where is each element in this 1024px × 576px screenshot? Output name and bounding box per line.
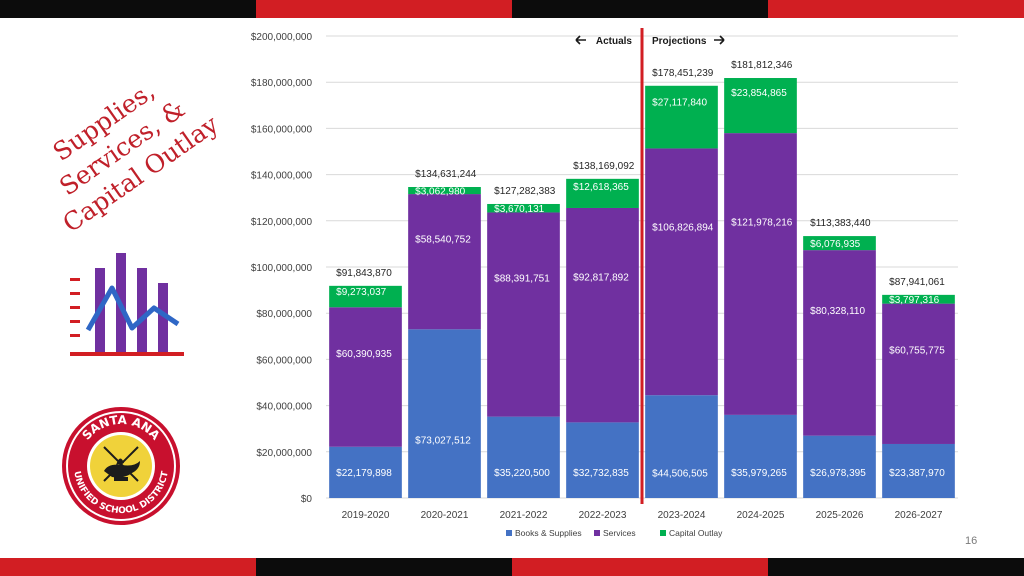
bar-segment (803, 435, 876, 498)
data-label: $32,732,835 (573, 468, 629, 479)
right-arrow-icon (714, 35, 725, 45)
bar-segment (487, 203, 560, 213)
total-label: $178,451,239 (652, 68, 714, 79)
data-label: $23,854,865 (731, 88, 787, 99)
data-label: $3,797,316 (889, 295, 939, 306)
legend-entry: Services (603, 528, 636, 538)
bar-segment (724, 414, 797, 498)
total-label: $138,169,092 (573, 161, 635, 172)
bar-segment (408, 194, 481, 330)
y-tick-label: $100,000,000 (251, 263, 313, 274)
data-label: $80,328,110 (810, 306, 865, 317)
data-label: $3,670,131 (494, 204, 544, 215)
x-tick-label: 2022-2023 (579, 510, 627, 521)
x-tick-label: 2021-2022 (500, 510, 548, 521)
legend-swatch (660, 530, 666, 536)
total-label: $113,383,440 (810, 218, 871, 229)
y-tick-label: $180,000,000 (251, 78, 313, 89)
bar-segment (882, 303, 955, 444)
x-tick-label: 2026-2027 (895, 510, 943, 521)
slide-title: Supplies, Services, & Capital Outlay (7, 47, 238, 249)
y-tick-label: $140,000,000 (251, 171, 313, 182)
total-label: $181,812,346 (731, 60, 793, 71)
legend-swatch (506, 530, 512, 536)
data-label: $60,390,935 (336, 349, 392, 360)
bar-segment (487, 212, 560, 417)
left-arrow-icon (575, 35, 586, 45)
chart-legend: Books & Supplies Services Capital Outlay (506, 528, 723, 538)
legend-entry: Capital Outlay (669, 528, 723, 538)
data-label: $6,076,935 (810, 239, 860, 250)
district-logo: SANTA ANA UNIFIED SCHOOL DISTRICT (62, 407, 180, 525)
data-label: $44,506,505 (652, 469, 708, 480)
data-label: $23,387,970 (889, 468, 945, 479)
bar-segment (329, 307, 402, 447)
data-label: $121,978,216 (731, 218, 793, 229)
data-label: $73,027,512 (415, 436, 471, 447)
y-tick-label: $120,000,000 (251, 217, 313, 228)
data-label: $106,826,894 (652, 222, 714, 233)
data-label: $22,179,898 (336, 468, 392, 479)
y-tick-label: $0 (301, 494, 313, 505)
data-label: $35,220,500 (494, 468, 550, 479)
bar-chart-icon (70, 253, 184, 356)
x-tick-label: 2019-2020 (342, 510, 390, 521)
x-tick-label: 2025-2026 (816, 510, 864, 521)
actuals-label: Actuals (596, 36, 633, 47)
bar-segment (487, 416, 560, 498)
top-color-band (0, 0, 1024, 18)
bottom-color-band (0, 558, 1024, 576)
bar-segment (724, 133, 797, 415)
data-label: $35,979,265 (731, 468, 787, 479)
expenditure-chart: $22,179,898 $60,390,935 $9,273,037 $91,843,… (251, 28, 958, 538)
bar-segment (408, 329, 481, 498)
data-label: $58,540,752 (415, 235, 471, 246)
total-label: $134,631,244 (415, 169, 477, 180)
data-label: $88,391,751 (494, 274, 550, 285)
bar-segment (566, 207, 639, 423)
x-tick-label: 2020-2021 (421, 510, 469, 521)
data-label: $12,618,365 (573, 182, 629, 193)
bar-segment (724, 78, 797, 134)
bar-segment (882, 294, 955, 304)
bar-segment (329, 285, 402, 308)
total-label: $91,843,870 (336, 268, 392, 279)
bar-segment (645, 148, 718, 396)
bar-segment (566, 422, 639, 498)
projections-label: Projections (652, 36, 707, 47)
bar-segment (645, 85, 718, 149)
bar-segment (882, 443, 955, 498)
bar-segment (329, 446, 402, 498)
data-label: $27,117,840 (652, 97, 707, 108)
bar-segment (408, 187, 481, 195)
y-tick-label: $40,000,000 (256, 402, 312, 413)
y-tick-label: $80,000,000 (256, 309, 312, 320)
data-label: $92,817,892 (573, 272, 629, 283)
y-tick-label: $160,000,000 (251, 124, 313, 135)
data-label: $9,273,037 (336, 287, 386, 298)
legend-swatch (594, 530, 600, 536)
bar-segment (803, 250, 876, 436)
bar-segment (566, 178, 639, 208)
y-tick-label: $200,000,000 (251, 32, 313, 43)
x-tick-label: 2024-2025 (737, 510, 785, 521)
bar-segment (803, 236, 876, 251)
legend-entry: Books & Supplies (515, 528, 582, 538)
page-number: 16 (965, 535, 978, 547)
total-label: $127,282,383 (494, 186, 556, 197)
bar-segment (645, 395, 718, 498)
y-tick-label: $60,000,000 (256, 355, 312, 366)
data-label: $26,978,395 (810, 468, 866, 479)
y-tick-label: $20,000,000 (256, 448, 312, 459)
data-label: $3,062,980 (415, 187, 465, 198)
data-label: $60,755,775 (889, 346, 945, 357)
x-tick-label: 2023-2024 (658, 510, 706, 521)
total-label: $87,941,061 (889, 277, 945, 288)
